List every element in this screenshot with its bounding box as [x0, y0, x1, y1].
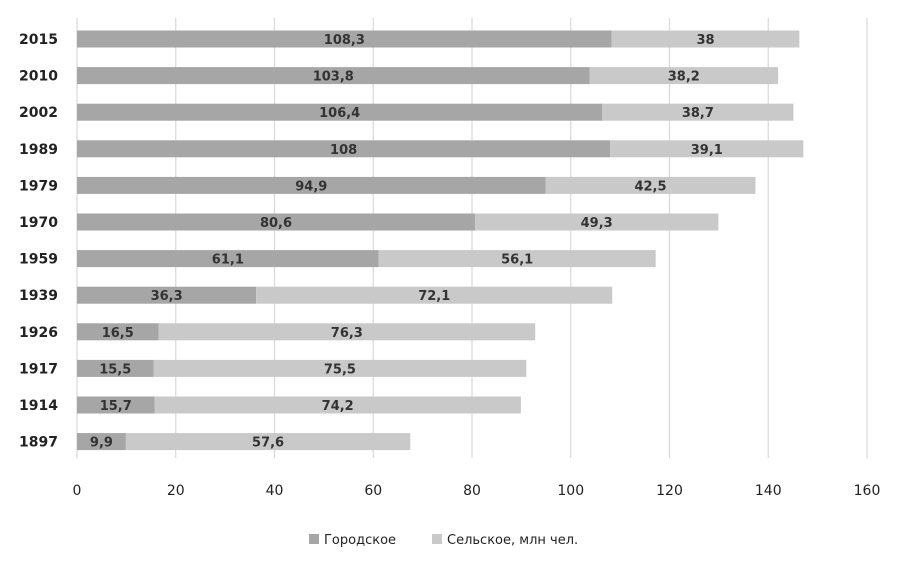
x-tick-label: 20	[167, 483, 185, 499]
x-tick-label: 80	[463, 483, 481, 499]
bar-segment-urban	[77, 67, 590, 85]
bar-segment-urban	[77, 359, 154, 377]
data-label: 38,7	[682, 106, 714, 121]
data-label: 80,6	[260, 216, 292, 231]
category-label: 1979	[19, 178, 58, 194]
legend-swatch-urban	[309, 534, 319, 544]
data-label: 38	[696, 33, 714, 48]
bar-segment-rural	[589, 67, 779, 85]
bar-segment-rural	[610, 140, 804, 158]
data-label: 76,3	[331, 326, 363, 341]
x-tick-label: 140	[755, 483, 782, 499]
x-tick-label: 100	[557, 483, 584, 499]
category-label: 1914	[19, 398, 58, 414]
bar-segment-rural	[256, 286, 613, 304]
bars	[77, 30, 804, 451]
data-label: 106,4	[319, 106, 360, 121]
category-label: 2015	[19, 32, 58, 48]
data-label: 39,1	[691, 143, 723, 158]
bar-segment-urban	[77, 140, 611, 158]
data-label: 38,2	[668, 70, 700, 85]
legend: Городское Сельское, млн чел.	[309, 533, 578, 548]
category-label: 1959	[19, 252, 58, 268]
data-label: 108,3	[324, 33, 365, 48]
data-label: 9,9	[90, 436, 113, 451]
bar-segment-urban	[77, 176, 546, 194]
data-labels: 108,3 38 103,8 38,2 106,4 38,7 108 39,1 94,9 42,5…	[90, 33, 723, 451]
category-label: 2010	[19, 69, 58, 85]
data-label: 15,7	[100, 399, 132, 414]
x-tick-label: 120	[656, 483, 683, 499]
data-label: 103,8	[313, 70, 354, 85]
bar-segment-rural	[158, 323, 536, 341]
category-label: 1917	[19, 361, 58, 377]
data-label: 94,9	[295, 179, 327, 194]
data-label: 36,3	[151, 289, 183, 304]
x-tick-label: 0	[73, 483, 82, 499]
bar-segment-rural	[474, 213, 719, 231]
data-label: 49,3	[581, 216, 613, 231]
legend-swatch-rural	[432, 534, 442, 544]
bar-segment-urban	[77, 433, 126, 451]
bar-segment-urban	[77, 30, 612, 48]
category-label: 1989	[19, 142, 58, 158]
legend-label-urban: Городское	[324, 533, 396, 548]
data-label: 75,5	[324, 362, 356, 377]
bar-segment-urban	[77, 103, 603, 121]
data-label: 61,1	[212, 253, 244, 268]
x-tick-label: 160	[854, 483, 881, 499]
bar-segment-rural	[602, 103, 794, 121]
bar-segment-urban	[77, 323, 159, 341]
data-label: 42,5	[634, 179, 666, 194]
data-label: 56,1	[501, 253, 533, 268]
bar-segment-rural	[545, 176, 756, 194]
category-label: 1926	[19, 325, 58, 341]
gridlines	[76, 18, 868, 458]
category-label: 1897	[19, 435, 58, 451]
data-label: 57,6	[252, 436, 284, 451]
bar-segment-rural	[153, 359, 527, 377]
data-label: 15,5	[99, 362, 131, 377]
bar-segment-urban	[77, 286, 257, 304]
category-label: 2002	[19, 105, 58, 121]
bar-segment-urban	[77, 213, 475, 231]
x-tick-label: 60	[364, 483, 382, 499]
value-axis: 0 20 40 60 80 100 120 140 160	[73, 483, 881, 499]
x-tick-label: 40	[266, 483, 284, 499]
data-label: 72,1	[418, 289, 450, 304]
bar-segment-urban	[77, 250, 379, 268]
bar-segment-rural	[378, 250, 656, 268]
bar-segment-rural	[154, 396, 521, 414]
data-label: 16,5	[102, 326, 134, 341]
category-label: 1939	[19, 288, 58, 304]
bar-segment-rural	[125, 433, 411, 451]
data-label: 108	[330, 143, 357, 158]
category-axis: 2015 2010 2002 1989 1979 1970 1959 1939 1926 1917…	[19, 32, 58, 451]
data-label: 74,2	[322, 399, 354, 414]
category-label: 1970	[19, 215, 58, 231]
bar-segment-urban	[77, 396, 155, 414]
bar-segment-rural	[611, 30, 800, 48]
legend-label-rural: Сельское, млн чел.	[447, 533, 578, 548]
